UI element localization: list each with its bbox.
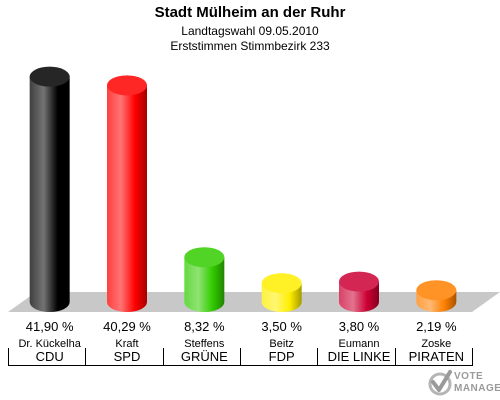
chart-subtitle-election: Landtagswahl 09.05.2010: [181, 24, 319, 38]
axis-tick: [162, 348, 164, 366]
bar-top: [107, 75, 147, 96]
bars-group: [29, 66, 457, 312]
party-label: FDP: [268, 349, 295, 364]
party-label: PIRATEN: [408, 349, 465, 364]
bar-piraten: [416, 280, 457, 312]
bar-body: [184, 257, 225, 312]
value-label: 2,19 %: [416, 319, 457, 334]
candidate-label: Kraft: [115, 338, 139, 350]
candidate-label: Zoske: [421, 338, 452, 350]
bar-body: [107, 85, 147, 312]
party-label: CDU: [35, 349, 64, 364]
axis-tick: [394, 348, 396, 366]
bar-top: [416, 280, 457, 301]
bar-top: [184, 247, 225, 268]
checkmark-logo-icon: [428, 370, 452, 396]
value-label: 3,80 %: [338, 319, 380, 334]
candidate-label: Steffens: [184, 338, 225, 350]
chart-title: Stadt Mülheim an der Ruhr: [154, 4, 346, 21]
party-label: DIE LINKE: [327, 349, 391, 364]
vote-manager-watermark: VOTE MANAGER: [428, 366, 500, 400]
candidate-label: Dr. Kückelha: [18, 338, 81, 350]
bar-fdp: [261, 273, 302, 312]
value-label: 8,32 %: [184, 319, 225, 334]
bar-die-linke: [339, 271, 379, 312]
axis-tick: [317, 348, 319, 366]
candidate-label: Beitz: [269, 338, 294, 350]
watermark-line1: VOTE: [454, 371, 484, 382]
bar-top: [261, 273, 302, 294]
candidate-label: Eumann: [338, 338, 380, 350]
value-label: 3,50 %: [261, 319, 302, 334]
axis-tick: [240, 348, 241, 366]
value-label: 41,90 %: [25, 319, 74, 334]
axis-tick: [8, 348, 9, 366]
bar-top: [339, 271, 379, 292]
bar-cdu: [29, 66, 70, 312]
bar-body: [29, 76, 70, 312]
bar-top: [29, 66, 70, 87]
axis-tick: [85, 348, 87, 366]
party-label: SPD: [113, 349, 141, 364]
axis-tick: [472, 348, 473, 366]
chart-subtitle-district: Erststimmen Stimmbezirk 233: [170, 39, 330, 53]
watermark-line2: MANAGER: [454, 383, 500, 394]
bar-grüne: [184, 247, 225, 312]
party-label: GRÜNE: [180, 349, 228, 364]
value-label: 40,29 %: [103, 319, 151, 334]
bar-spd: [107, 75, 147, 312]
